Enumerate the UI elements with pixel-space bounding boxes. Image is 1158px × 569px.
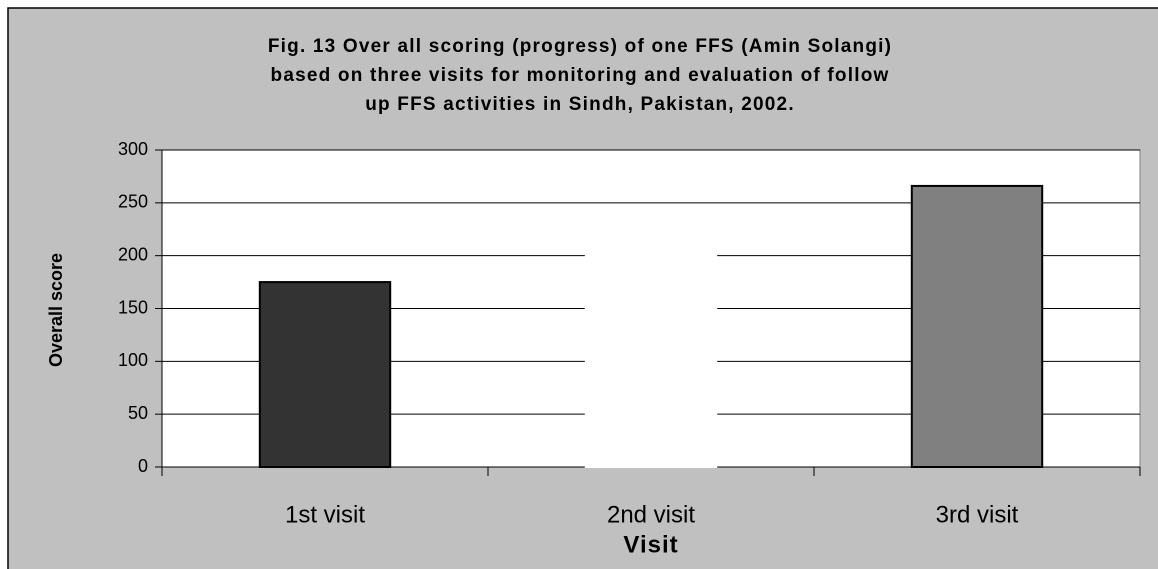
y-tick-label: 300 [118,139,148,159]
y-tick-label: 0 [138,456,148,476]
x-tick-label: 1st visit [285,501,365,528]
y-tick-label: 250 [118,192,148,212]
y-axis-title: Overall score [46,253,66,367]
bar [258,281,392,469]
y-tick-label: 150 [118,297,148,317]
x-axis-title: Visit [623,531,678,558]
chart-title: up FFS activities in Sindh, Pakistan, 20… [365,94,795,115]
chart-title: Fig. 13 Over all scoring (progress) of o… [268,36,892,57]
chart-title: based on three visits for monitoring and… [271,65,890,86]
bar [584,212,718,468]
y-tick-label: 200 [118,244,148,264]
x-tick-label: 3rd visit [936,501,1019,528]
bar [910,184,1044,468]
x-tick-label: 2nd visit [607,501,695,528]
y-tick-label: 100 [118,350,148,370]
y-tick-label: 50 [128,403,148,423]
